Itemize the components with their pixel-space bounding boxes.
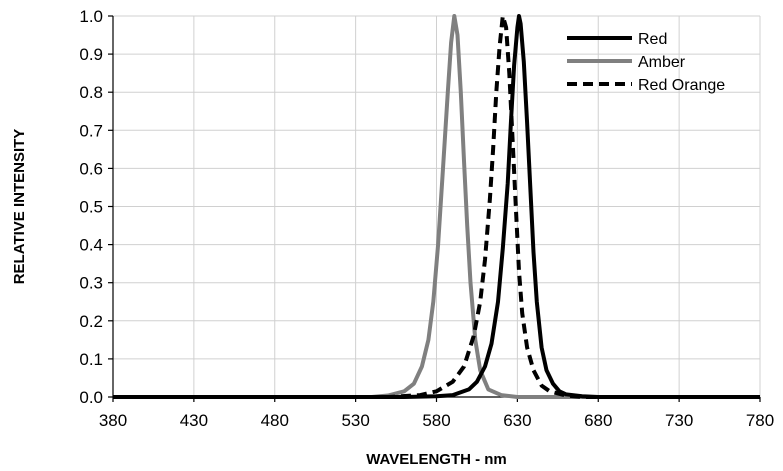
y-tick-label: 0.2 [79, 312, 103, 331]
grid [113, 15, 761, 397]
y-tick-label: 0.0 [79, 388, 103, 407]
y-tick-labels: 0.0 0.1 0.2 0.3 0.4 0.5 0.6 0.7 0.8 0.9 1.0 [79, 7, 103, 407]
legend-label-amber: Amber [638, 54, 686, 71]
y-tick-label: 0.3 [79, 274, 103, 293]
x-tick-labels: 380 430 480 530 580 630 680 730 780 [99, 411, 774, 430]
x-tick-label: 580 [422, 411, 450, 430]
series-lines [113, 14, 760, 399]
y-axis-title: RELATIVE INTENSITY [11, 129, 28, 285]
legend-label-red-orange: Red Orange [638, 77, 725, 94]
x-tick-label: 430 [180, 411, 208, 430]
legend-label-red: Red [638, 31, 667, 48]
axes [108, 15, 761, 402]
x-tick-label: 780 [746, 411, 774, 430]
x-tick-label: 730 [665, 411, 693, 430]
x-tick-label: 380 [99, 411, 127, 430]
x-axis-title: WAVELENGTH - nm [366, 451, 507, 468]
y-tick-label: 0.9 [79, 45, 103, 64]
legend: Red Amber Red Orange [567, 31, 725, 94]
series-line-red [113, 14, 760, 399]
x-tick-label: 630 [503, 411, 531, 430]
y-tick-label: 0.5 [79, 198, 103, 217]
x-tick-label: 680 [584, 411, 612, 430]
y-tick-label: 0.8 [79, 83, 103, 102]
x-tick-label: 480 [261, 411, 289, 430]
y-tick-label: 0.1 [79, 350, 103, 369]
y-tick-label: 0.6 [79, 159, 103, 178]
x-tick-label: 530 [341, 411, 369, 430]
y-tick-label: 0.7 [79, 121, 103, 140]
y-tick-label: 1.0 [79, 7, 103, 26]
y-tick-label: 0.4 [79, 236, 103, 255]
